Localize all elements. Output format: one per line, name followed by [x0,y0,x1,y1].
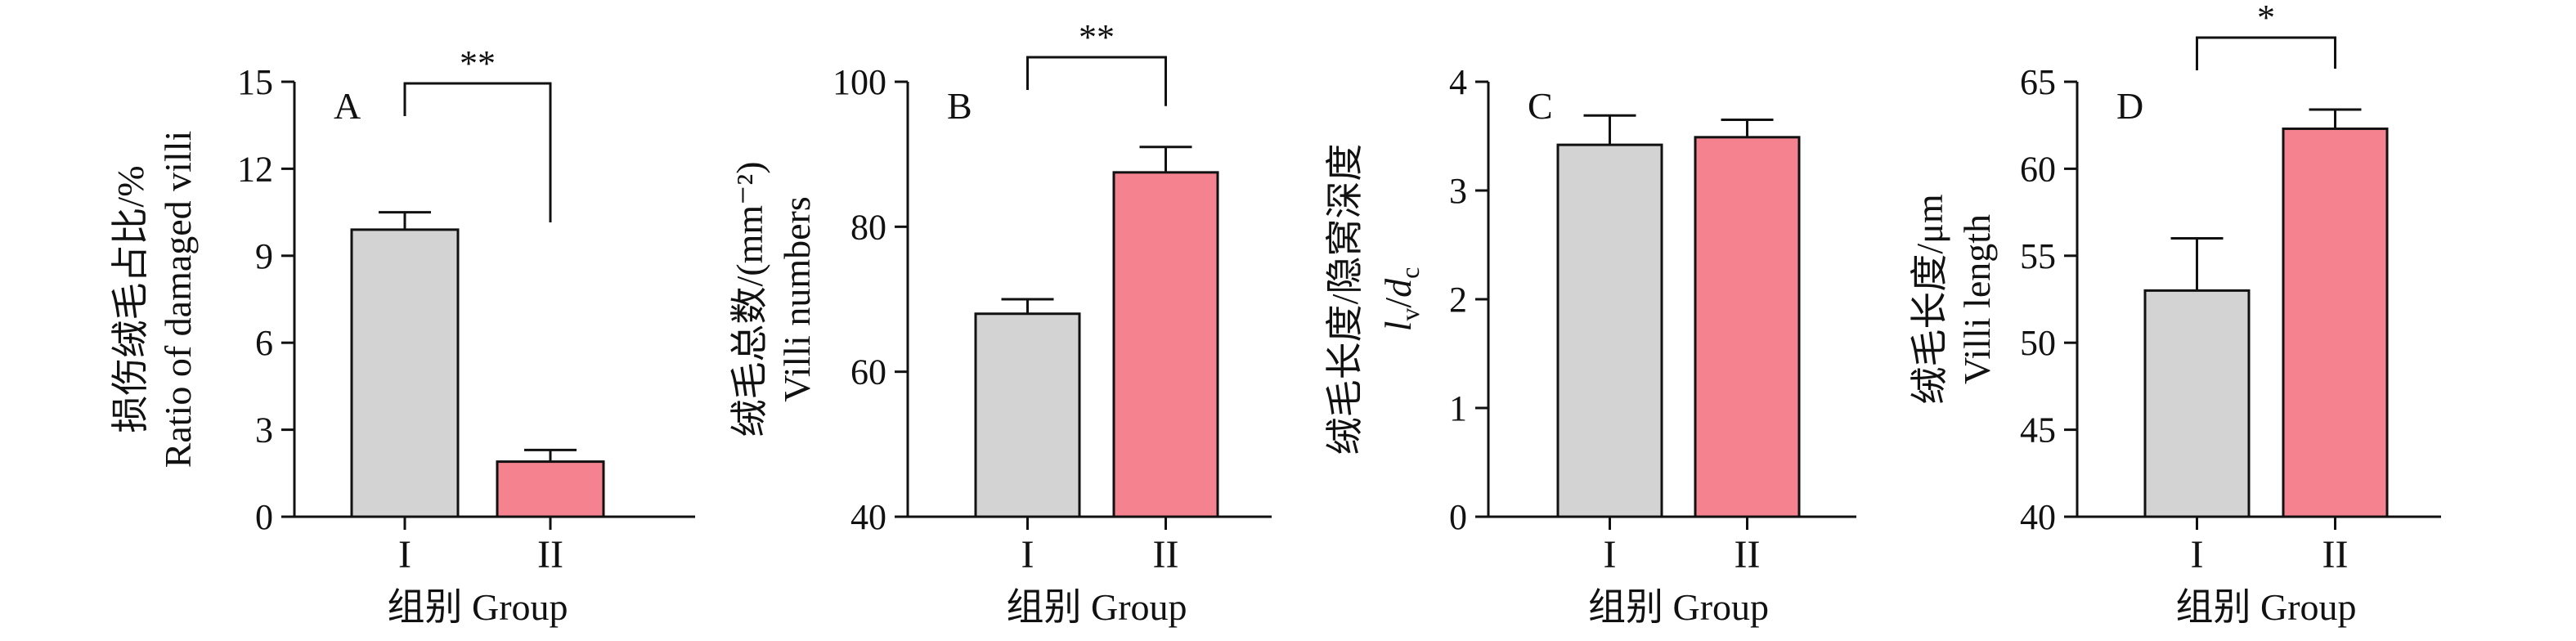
panel-c-letter: C [1528,85,1553,127]
panel-b-ytick-label: 100 [832,62,886,102]
panel-c-y-axis-title-line-2: lv/dc [1377,267,1425,332]
panel-c-y-axis-title-slash: / [1377,298,1419,308]
panel-c-y-axis-title-sub-c: c [1395,267,1425,279]
panel-a-category-label: I [398,533,411,576]
panel-b-bar-group-i [974,312,1081,518]
panel-b-ytick-label: 60 [850,352,886,392]
panel-b-bar-group-ii [1112,171,1219,518]
panel-b-y-axis-title-line-2: Villi numbers [776,196,818,402]
panel-d-ytick-label: 60 [2020,149,2056,189]
panel-b-category-label: I [1021,533,1034,576]
panel-d-ytick-label: 65 [2020,62,2056,102]
panel-d-significance-label: * [2257,0,2275,38]
panel-b-category-label: II [1153,533,1179,576]
panel-c-y-axis-title-d: d [1377,278,1419,298]
panel-b-significance-label: ** [1079,17,1115,57]
panel-a-significance-label: ** [460,43,496,83]
panel-b-y-axis-title-line-1: 绒毛总数/(mm⁻²) [729,161,770,437]
panel-b-ytick-label: 40 [850,497,886,537]
panel-c-errorbar-group-ii [1721,119,1774,137]
panel-c-y-axis-title-sub-v: v [1395,308,1425,321]
panel-a-y-axis-title-line-2: Ratio of damaged villi [157,131,199,468]
panel-c-ytick-label: 4 [1449,62,1467,102]
panel-c-errorbar-group-i [1583,114,1636,146]
panel-c-ytick-label: 3 [1449,171,1467,211]
panel-b-errorbar-group-ii [1139,146,1192,173]
panel-d-x-axis-title: 组别 Group [2175,586,2356,628]
panel-a-category-label: II [537,533,563,576]
panel-c-bar-group-i [1556,143,1663,518]
panel-d-ytick-label: 45 [2020,410,2056,450]
panel-c-y-axis-title-l: l [1377,321,1419,332]
panel-d-significance-bracket [2196,36,2336,70]
panel-d-bar-group-i [2143,289,2251,518]
panel-d-errorbar-group-ii [2309,108,2362,129]
panel-a-errorbar-group-i [379,211,431,230]
panel-a-errorbar-group-ii [524,448,577,462]
panel-a-ytick-label: 3 [255,410,273,450]
panel-d-category-label: II [2322,533,2349,576]
panel-b-significance-bracket [1026,56,1167,106]
panel-d-ytick-label: 40 [2020,497,2056,537]
panel-a-significance-bracket [403,82,552,222]
panel-d-ytick-label: 55 [2020,236,2056,276]
panel-c-ytick-label: 1 [1449,388,1467,428]
panel-a-x-axis-title: 组别 Group [387,586,568,628]
panel-a-ytick-label: 6 [255,323,273,363]
panel-a-ytick-label: 12 [237,149,273,189]
panel-a-ytick-label: 0 [255,497,273,537]
panel-d-y-axis-title-line-2: Villi length [1956,214,1998,384]
panel-c-category-label: I [1604,533,1617,576]
panel-a-y-axis-title-line-1: 损伤绒毛占比/% [110,165,151,433]
panel-c-ytick-label: 2 [1449,280,1467,320]
panel-b-x-axis-title: 组别 Group [1006,586,1187,628]
panel-d-bar-group-ii [2282,127,2389,518]
panel-d-letter: D [2116,85,2143,127]
panel-a-letter: A [334,85,361,127]
panel-a-ytick-label: 9 [255,236,273,276]
panel-a-bar-group-ii [496,460,605,518]
panel-b-letter: B [947,85,972,127]
panel-c-ytick-label: 0 [1449,497,1467,537]
panel-d-y-axis-title-line-1: 绒毛长度/μm [1909,194,1950,404]
panel-d-ytick-label: 50 [2020,323,2056,363]
panel-c-x-axis-title: 组别 Group [1588,586,1769,628]
panel-c-y-axis-title-line-1: 绒毛长度/隐窝深度 [1324,144,1366,455]
panel-c-category-label: II [1735,533,1761,576]
panel-b-ytick-label: 80 [850,207,886,247]
panel-d-errorbar-group-i [2170,237,2224,291]
panel-a-bar-group-i [350,228,460,518]
panel-a-ytick-label: 15 [237,62,273,102]
panel-b-errorbar-group-i [1001,298,1054,314]
panel-c-bar-group-ii [1694,136,1801,518]
panel-d-category-label: I [2191,533,2204,576]
